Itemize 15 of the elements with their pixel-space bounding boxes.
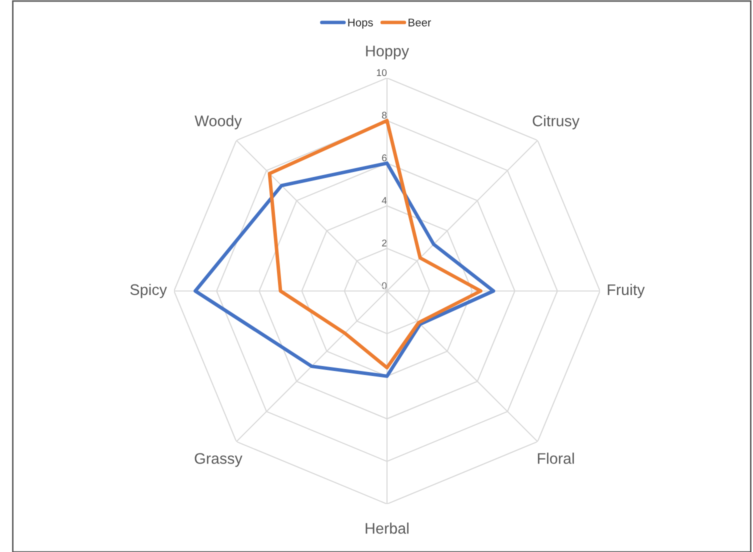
spoke-label: Hoppy — [366, 46, 410, 60]
y-tick-label: 2 — [382, 240, 387, 246]
y-tick-label: 6 — [382, 154, 387, 162]
spoke-label: Herbal — [366, 522, 408, 534]
spoke-label: Floral — [538, 452, 574, 464]
spoke-label: Fruity — [608, 284, 645, 298]
y-tick-label: 8 — [382, 112, 387, 119]
spoke-label: Citrusy — [532, 115, 580, 130]
spoke-label: Woody — [194, 115, 242, 130]
y-tick-label: 10 — [376, 69, 387, 76]
legend-label: Beer — [408, 18, 432, 26]
spoke-label: Grassy — [194, 453, 242, 467]
spoke-label: Spicy — [130, 284, 167, 298]
legend-label: Hops — [348, 18, 373, 29]
y-tick-label: 4 — [382, 197, 387, 204]
